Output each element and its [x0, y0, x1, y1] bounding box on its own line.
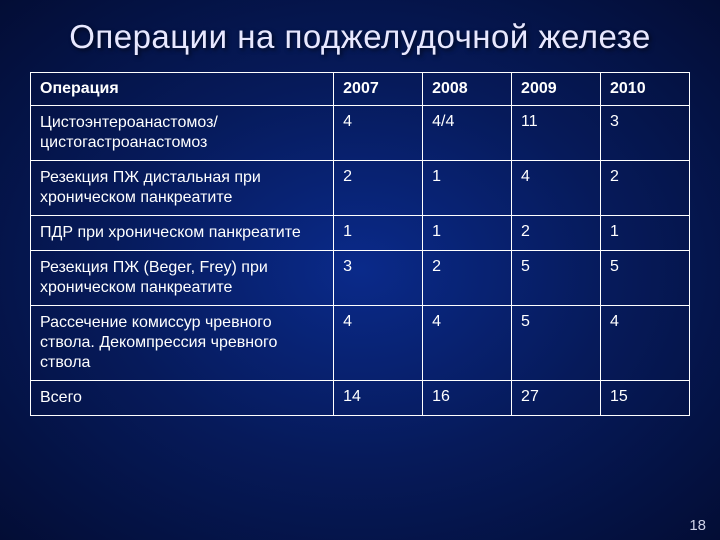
operations-table: Операция 2007 2008 2009 2010 Цистоэнтеро… [30, 72, 690, 416]
cell-value: 2 [512, 216, 601, 251]
slide-title: Операции на поджелудочной железе [30, 18, 690, 56]
cell-value: 5 [512, 251, 601, 306]
col-header-2009: 2009 [512, 73, 601, 106]
col-header-operation: Операция [31, 73, 334, 106]
cell-value: 5 [601, 251, 690, 306]
table-row: Рассечение комиссур чревного ствола. Дек… [31, 306, 690, 381]
cell-value: 4 [512, 161, 601, 216]
cell-value: 3 [601, 106, 690, 161]
cell-value: 4 [334, 306, 423, 381]
cell-value: 1 [423, 216, 512, 251]
col-header-2007: 2007 [334, 73, 423, 106]
cell-value: 11 [512, 106, 601, 161]
cell-value: 2 [423, 251, 512, 306]
cell-value: 4 [334, 106, 423, 161]
cell-value: 14 [334, 381, 423, 416]
cell-operation: Резекция ПЖ дистальная при хроническом п… [31, 161, 334, 216]
cell-value: 2 [334, 161, 423, 216]
col-header-2008: 2008 [423, 73, 512, 106]
table-header-row: Операция 2007 2008 2009 2010 [31, 73, 690, 106]
table-row: Цистоэнтероанастомоз/ цистогастроанастом… [31, 106, 690, 161]
cell-operation: Резекция ПЖ (Beger, Frey) при хроническо… [31, 251, 334, 306]
table-row: Резекция ПЖ (Beger, Frey) при хроническо… [31, 251, 690, 306]
page-number: 18 [689, 517, 706, 534]
cell-value: 15 [601, 381, 690, 416]
cell-operation: Цистоэнтероанастомоз/ цистогастроанастом… [31, 106, 334, 161]
table-row: ПДР при хроническом панкреатите 1 1 2 1 [31, 216, 690, 251]
table-row: Резекция ПЖ дистальная при хроническом п… [31, 161, 690, 216]
cell-value: 4 [423, 306, 512, 381]
table-row-total: Всего 14 16 27 15 [31, 381, 690, 416]
cell-value: 27 [512, 381, 601, 416]
cell-value: 2 [601, 161, 690, 216]
cell-value: 1 [334, 216, 423, 251]
cell-value: 4/4 [423, 106, 512, 161]
slide-container: Операции на поджелудочной железе Операци… [0, 0, 720, 540]
col-header-2010: 2010 [601, 73, 690, 106]
cell-operation: ПДР при хроническом панкреатите [31, 216, 334, 251]
cell-value: 5 [512, 306, 601, 381]
cell-value: 3 [334, 251, 423, 306]
cell-value: 16 [423, 381, 512, 416]
cell-value: 1 [423, 161, 512, 216]
cell-operation-total: Всего [31, 381, 334, 416]
cell-value: 1 [601, 216, 690, 251]
cell-value: 4 [601, 306, 690, 381]
cell-operation: Рассечение комиссур чревного ствола. Дек… [31, 306, 334, 381]
